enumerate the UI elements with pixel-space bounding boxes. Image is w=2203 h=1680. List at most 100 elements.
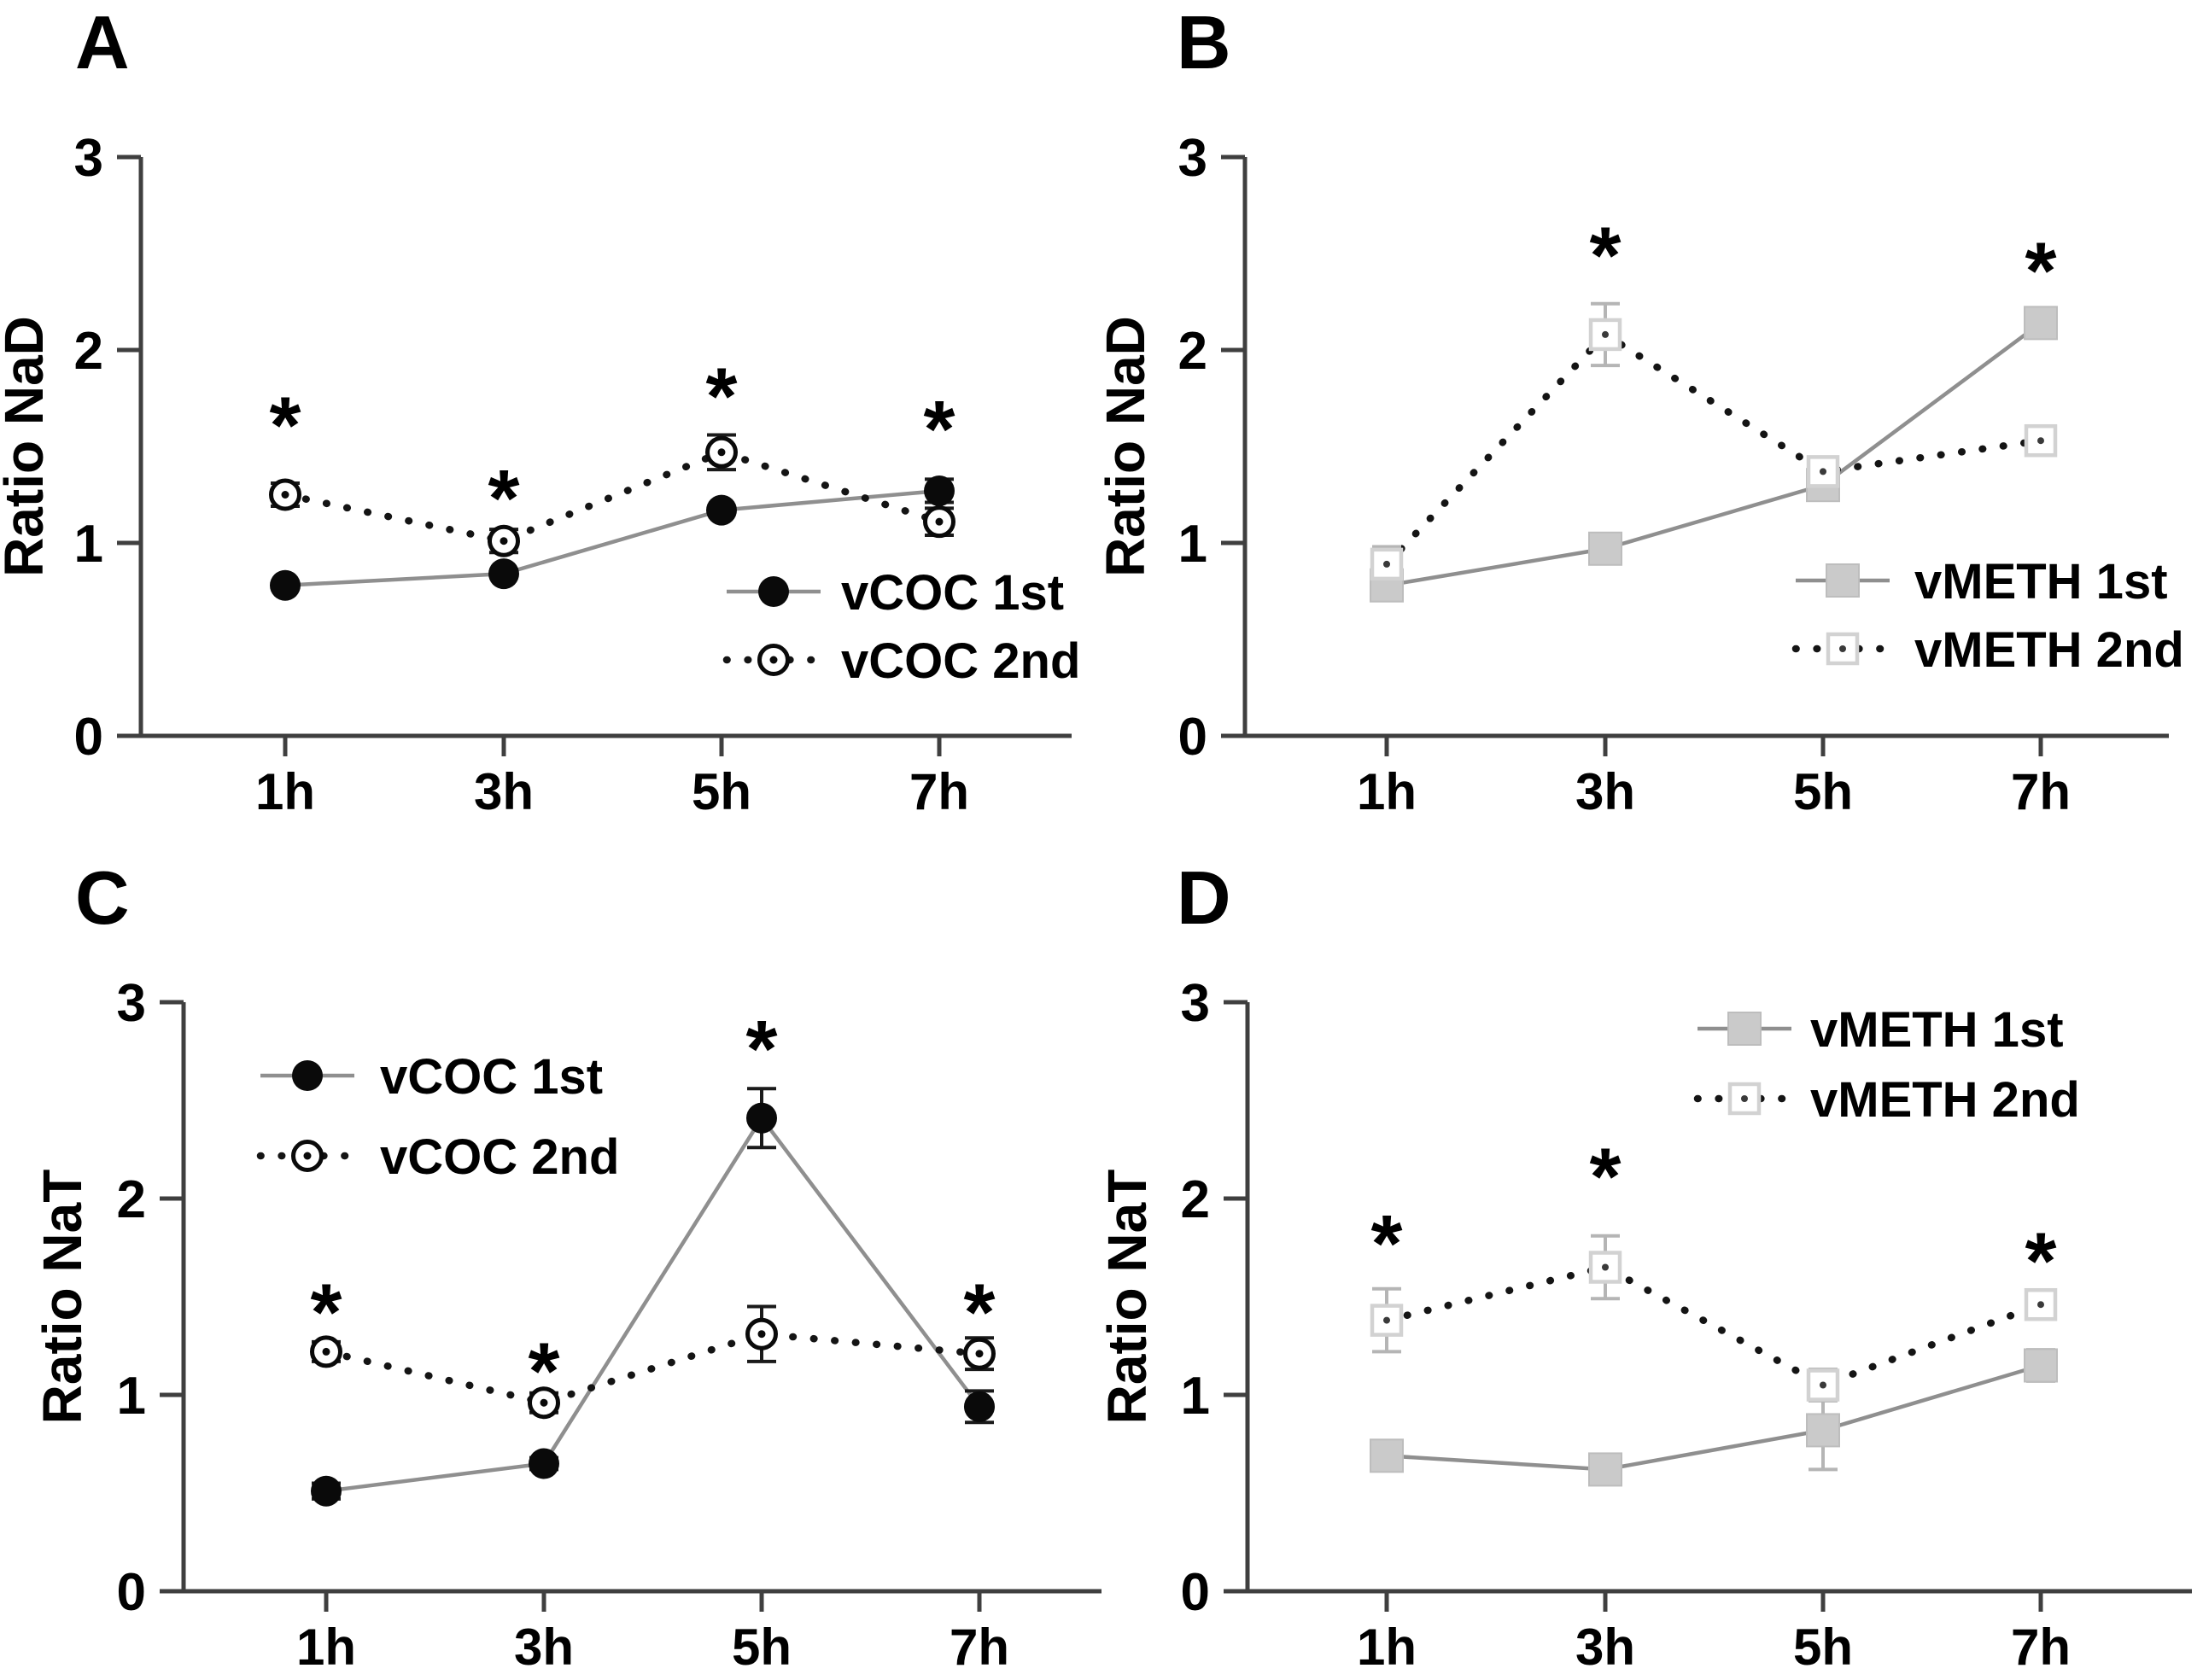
filled-circle-marker bbox=[529, 1448, 559, 1479]
x-tick-label: 3h bbox=[1575, 1619, 1635, 1676]
x-tick-label: 3h bbox=[1575, 763, 1635, 820]
y-axis-title: Ratio NaD bbox=[1095, 316, 1156, 577]
significance-stars: * * bbox=[1590, 210, 2057, 316]
x-tick-label: 5h bbox=[1793, 1619, 1853, 1676]
open-circle-center-dot bbox=[975, 1350, 984, 1358]
x-tick-label: 3h bbox=[514, 1619, 574, 1676]
open-circle-center-dot bbox=[769, 656, 778, 664]
x-tick-label: 1h bbox=[255, 763, 315, 820]
open-square-center-dot bbox=[1602, 1263, 1609, 1271]
open-square-marker bbox=[1806, 455, 1840, 488]
legend-label: vCOC 1st bbox=[841, 565, 1064, 621]
panel-c-plot: 0 1 2 3 1h 3h 5h 7h Ratio NaT * * * * vCOC 1st vCOC 2n… bbox=[32, 974, 1102, 1676]
y-tick-label: 3 bbox=[1181, 974, 1210, 1033]
open-square-marker bbox=[2024, 423, 2058, 458]
x-tick-label: 7h bbox=[2011, 1619, 2071, 1676]
open-circle-center-dot bbox=[935, 517, 944, 526]
filled-square-marker bbox=[2024, 1348, 2058, 1383]
panel-d: D 0 1 2 3 1h 3h 5h 7h Ratio NaT * * * vMETH 1st vMETH… bbox=[1096, 840, 2203, 1680]
open-circle-center-dot bbox=[281, 491, 289, 499]
x-tick-label: 3h bbox=[474, 763, 534, 820]
y-tick-label: 1 bbox=[74, 515, 103, 574]
y-tick-label: 2 bbox=[117, 1170, 146, 1229]
series-line-dotted bbox=[1382, 1263, 2045, 1390]
x-tick-label: 7h bbox=[950, 1619, 1009, 1676]
open-square-center-dot bbox=[1820, 468, 1826, 475]
significance-star: * bbox=[746, 1004, 778, 1094]
open-circle-center-dot bbox=[717, 448, 726, 457]
filled-circle-marker bbox=[488, 558, 519, 590]
legend: vMETH 1st vMETH 2nd bbox=[1791, 554, 2184, 678]
filled-circle-marker bbox=[292, 1060, 323, 1091]
legend: vCOC 1st vCOC 2nd bbox=[256, 1049, 619, 1185]
y-axis-title: Ratio NaT bbox=[1096, 1170, 1158, 1425]
y-tick-label: 0 bbox=[1178, 708, 1207, 767]
series-line-solid bbox=[1386, 321, 2042, 587]
data-markers bbox=[310, 1102, 996, 1507]
significance-star: * bbox=[924, 384, 955, 475]
filled-square-marker bbox=[1826, 563, 1860, 598]
y-tick-label: 3 bbox=[1178, 129, 1207, 188]
y-tick-label: 0 bbox=[1181, 1563, 1210, 1622]
filled-square-marker bbox=[2024, 306, 2058, 341]
significance-stars: * * * bbox=[1371, 1132, 2057, 1307]
filled-circle-marker bbox=[746, 1102, 777, 1134]
series-line-solid bbox=[325, 1114, 981, 1493]
x-tick-label: 5h bbox=[692, 763, 751, 820]
legend-label: vMETH 1st bbox=[1810, 1002, 2064, 1058]
open-square-center-dot bbox=[1383, 1316, 1390, 1324]
y-axis-title: Ratio NaD bbox=[0, 316, 55, 577]
open-square-marker bbox=[1826, 632, 1860, 666]
x-tick-label: 5h bbox=[732, 1619, 792, 1676]
significance-star: * bbox=[2025, 226, 2057, 317]
filled-square-marker bbox=[1588, 531, 1622, 566]
significance-star: * bbox=[311, 1267, 342, 1357]
significance-star: * bbox=[1590, 210, 1622, 300]
panel-c: C 0 1 2 3 1h 3h 5h 7h Ratio NaT * * * * vCOC 1st vCOC … bbox=[0, 840, 1102, 1680]
significance-star: * bbox=[488, 453, 520, 544]
y-tick-label: 1 bbox=[117, 1367, 146, 1426]
x-tick-label: 5h bbox=[1793, 763, 1853, 820]
filled-square-marker bbox=[1370, 1438, 1404, 1473]
filled-circle-marker bbox=[311, 1475, 342, 1507]
significance-star: * bbox=[2025, 1216, 2057, 1307]
y-tick-label: 1 bbox=[1181, 1367, 1210, 1426]
legend: vMETH 1st vMETH 2nd bbox=[1693, 1002, 2080, 1128]
open-circle-center-dot bbox=[303, 1152, 312, 1160]
panel-c-letter: C bbox=[75, 855, 130, 940]
open-square-center-dot bbox=[1602, 330, 1609, 338]
significance-star: * bbox=[964, 1267, 996, 1357]
open-square-center-dot bbox=[1820, 1381, 1826, 1389]
panel-a-letter: A bbox=[75, 0, 130, 85]
significance-stars: * * * * bbox=[270, 351, 955, 544]
y-tick-label: 2 bbox=[1181, 1170, 1210, 1229]
x-tick-label: 1h bbox=[1357, 1619, 1417, 1676]
data-markers bbox=[269, 435, 955, 601]
data-markers bbox=[1370, 1251, 2058, 1487]
x-tick-label: 7h bbox=[909, 763, 969, 820]
significance-star: * bbox=[270, 380, 301, 470]
axes: 0 1 2 3 1h 3h 5h 7h Ratio NaD bbox=[1095, 129, 2169, 820]
y-axis-title: Ratio NaT bbox=[32, 1170, 93, 1425]
open-square-center-dot bbox=[2037, 437, 2044, 445]
filled-circle-marker bbox=[924, 475, 955, 506]
significance-star: * bbox=[1590, 1132, 1622, 1222]
series-line-dotted bbox=[1382, 330, 2045, 569]
panel-a: A 0 1 2 3 1h 3h 5h 7h Ratio NaD * * * * vCOC 1st vCOC … bbox=[0, 0, 1102, 840]
filled-circle-marker bbox=[758, 576, 789, 607]
panel-d-plot: 0 1 2 3 1h 3h 5h 7h Ratio NaT * * * vMETH 1st vMETH 2… bbox=[1096, 974, 2192, 1676]
open-circle-center-dot bbox=[540, 1398, 548, 1407]
data-markers bbox=[1370, 306, 2058, 603]
x-tick-label: 7h bbox=[2011, 763, 2071, 820]
legend: vCOC 1st vCOC 2nd bbox=[722, 565, 1080, 689]
series-lines bbox=[1382, 1263, 2045, 1472]
significance-stars: * * * * bbox=[311, 1004, 996, 1416]
filled-square-marker bbox=[1806, 1413, 1840, 1448]
y-tick-label: 2 bbox=[74, 322, 103, 381]
y-tick-label: 2 bbox=[1178, 322, 1207, 381]
series-lines bbox=[322, 1114, 984, 1493]
y-tick-label: 1 bbox=[1178, 515, 1207, 574]
significance-star: * bbox=[1371, 1199, 1403, 1289]
legend-label: vCOC 2nd bbox=[380, 1129, 619, 1185]
